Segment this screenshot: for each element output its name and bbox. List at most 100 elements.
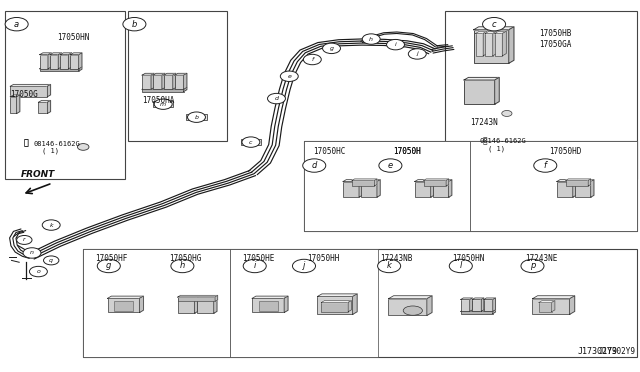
Bar bbox=[252, 298, 284, 312]
Polygon shape bbox=[377, 180, 380, 197]
Polygon shape bbox=[17, 95, 20, 113]
Text: k: k bbox=[387, 262, 392, 270]
Polygon shape bbox=[588, 179, 591, 186]
Circle shape bbox=[408, 49, 426, 59]
Text: 17050HG: 17050HG bbox=[170, 254, 202, 263]
Bar bbox=[352, 180, 374, 186]
Circle shape bbox=[502, 110, 512, 116]
Text: g: g bbox=[106, 262, 111, 270]
Polygon shape bbox=[493, 298, 495, 311]
Circle shape bbox=[268, 93, 285, 104]
Bar bbox=[566, 180, 588, 186]
Bar bbox=[317, 296, 353, 314]
Text: c: c bbox=[492, 20, 497, 29]
Circle shape bbox=[378, 259, 401, 273]
Text: 17050HA: 17050HA bbox=[142, 96, 175, 105]
Polygon shape bbox=[461, 298, 472, 299]
Bar bbox=[495, 33, 502, 56]
Polygon shape bbox=[361, 180, 380, 182]
Bar bbox=[557, 182, 573, 197]
Bar bbox=[424, 180, 446, 186]
Circle shape bbox=[154, 99, 172, 109]
Bar bbox=[461, 311, 493, 314]
Polygon shape bbox=[40, 67, 82, 69]
Bar bbox=[40, 69, 79, 71]
Bar bbox=[178, 298, 195, 313]
Text: Ⓑ: Ⓑ bbox=[23, 139, 28, 148]
Bar bbox=[128, 11, 227, 141]
Circle shape bbox=[449, 259, 472, 273]
Ellipse shape bbox=[403, 306, 422, 315]
Text: 17050H: 17050H bbox=[394, 147, 421, 156]
Polygon shape bbox=[461, 310, 495, 311]
Polygon shape bbox=[343, 180, 362, 182]
Circle shape bbox=[521, 259, 544, 273]
Polygon shape bbox=[108, 296, 143, 298]
Circle shape bbox=[97, 259, 120, 273]
Bar bbox=[142, 75, 151, 89]
Text: 17050HD: 17050HD bbox=[549, 147, 582, 156]
Bar bbox=[241, 139, 261, 145]
Text: 17243NB: 17243NB bbox=[380, 254, 413, 263]
Polygon shape bbox=[464, 77, 499, 80]
Circle shape bbox=[5, 17, 28, 31]
Bar bbox=[10, 86, 47, 97]
Text: j: j bbox=[303, 262, 305, 270]
Bar bbox=[230, 249, 378, 357]
Polygon shape bbox=[415, 180, 434, 182]
Circle shape bbox=[280, 71, 298, 81]
Text: 17050HC: 17050HC bbox=[314, 147, 346, 156]
Circle shape bbox=[242, 137, 260, 147]
Text: J17302Y9: J17302Y9 bbox=[578, 347, 618, 356]
Text: 17243NE: 17243NE bbox=[525, 254, 557, 263]
Text: h: h bbox=[369, 36, 373, 42]
Polygon shape bbox=[79, 53, 82, 69]
Circle shape bbox=[188, 112, 205, 122]
Text: 17050HF: 17050HF bbox=[95, 254, 127, 263]
Bar bbox=[83, 249, 230, 357]
Polygon shape bbox=[151, 73, 154, 89]
Circle shape bbox=[483, 17, 506, 31]
Polygon shape bbox=[472, 298, 484, 299]
Polygon shape bbox=[162, 73, 165, 89]
Polygon shape bbox=[164, 73, 176, 75]
Polygon shape bbox=[474, 27, 514, 30]
Bar bbox=[484, 299, 493, 311]
Text: a: a bbox=[14, 20, 19, 29]
Polygon shape bbox=[142, 73, 154, 75]
Polygon shape bbox=[184, 87, 187, 92]
Text: 17050HN: 17050HN bbox=[452, 254, 485, 263]
Bar bbox=[474, 30, 509, 63]
Polygon shape bbox=[566, 179, 591, 180]
Polygon shape bbox=[449, 180, 452, 197]
Bar bbox=[175, 75, 184, 89]
Bar bbox=[10, 97, 17, 113]
Polygon shape bbox=[493, 31, 497, 56]
Text: m: m bbox=[160, 102, 166, 107]
Text: b: b bbox=[132, 20, 137, 29]
Bar bbox=[197, 298, 214, 313]
Text: 17050HN: 17050HN bbox=[58, 33, 90, 42]
Polygon shape bbox=[552, 301, 555, 312]
Polygon shape bbox=[184, 73, 187, 89]
Polygon shape bbox=[317, 294, 357, 296]
Text: r: r bbox=[23, 237, 26, 243]
Polygon shape bbox=[570, 296, 575, 314]
Text: FRONT: FRONT bbox=[21, 170, 56, 179]
Circle shape bbox=[44, 256, 59, 265]
Polygon shape bbox=[153, 73, 165, 75]
Bar bbox=[532, 299, 570, 314]
Polygon shape bbox=[79, 67, 82, 71]
Bar bbox=[38, 102, 47, 113]
Bar bbox=[304, 141, 470, 231]
Text: ( 1): ( 1) bbox=[488, 145, 505, 152]
Text: 08146-6162G: 08146-6162G bbox=[33, 141, 80, 147]
Circle shape bbox=[303, 159, 326, 172]
Polygon shape bbox=[431, 180, 434, 197]
Polygon shape bbox=[424, 179, 449, 180]
Polygon shape bbox=[359, 180, 362, 197]
Bar bbox=[186, 114, 207, 120]
Text: k: k bbox=[49, 222, 53, 228]
Polygon shape bbox=[48, 53, 51, 69]
Polygon shape bbox=[142, 87, 187, 89]
